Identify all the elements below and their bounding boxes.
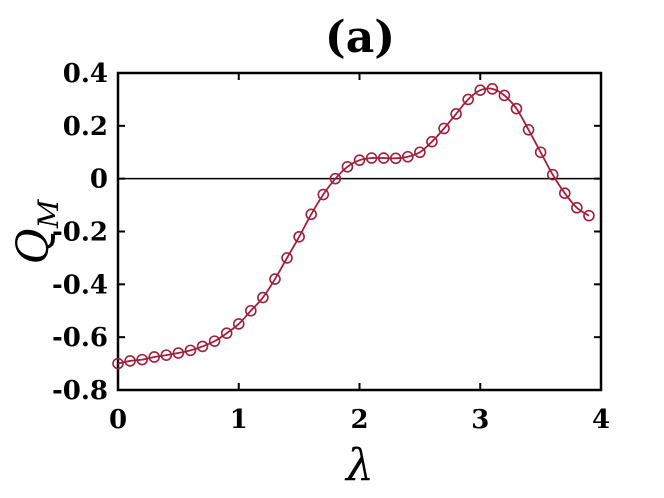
- x-tick-label: 2: [350, 405, 368, 435]
- x-axis-ticks: 0 1 2 3 4: [109, 73, 610, 435]
- data-point: [462, 93, 474, 106]
- data-point: [486, 83, 499, 95]
- data-point: [558, 187, 571, 199]
- data-point: [124, 355, 136, 367]
- data-point: [293, 230, 305, 243]
- data-point: [510, 102, 523, 115]
- data-point: [257, 291, 269, 304]
- data-point: [305, 208, 318, 221]
- data-point: [208, 335, 221, 347]
- chart-title: (a): [325, 12, 395, 63]
- plot-frame: [116, 71, 603, 392]
- data-point: [269, 273, 281, 285]
- data-point: [426, 135, 438, 148]
- data-point: [172, 347, 185, 359]
- x-tick-label: 0: [109, 405, 127, 435]
- x-tick-label: 4: [592, 405, 610, 435]
- data-point: [136, 353, 148, 366]
- y-axis-label: QM: [8, 198, 65, 264]
- data-point: [474, 84, 487, 96]
- data-point: [341, 160, 354, 173]
- data-point: [498, 89, 511, 102]
- x-tick-label: 3: [471, 405, 489, 435]
- data-point: [377, 152, 390, 164]
- y-axis-label-main: Q: [8, 228, 59, 264]
- data-point: [534, 146, 547, 159]
- data-point: [160, 349, 173, 361]
- data-point: [414, 146, 426, 159]
- data-point: [184, 344, 197, 357]
- data-point: [196, 340, 209, 353]
- data-point: [583, 209, 595, 222]
- y-tick-label: 0.4: [63, 59, 108, 89]
- data-point: [329, 172, 342, 185]
- y-tick-label: 0: [90, 165, 108, 195]
- x-tick-label: 1: [230, 405, 248, 435]
- y-axis-ticks: -0.8 -0.6 -0.4 -0.2 0 0.2 0.4: [52, 59, 601, 406]
- y-tick-label: -0.2: [52, 218, 108, 248]
- y-tick-label: -0.8: [52, 376, 108, 406]
- data-point: [232, 318, 245, 330]
- data-point: [438, 122, 450, 135]
- y-tick-label: 0.2: [63, 112, 108, 142]
- x-axis-label: λ: [344, 440, 374, 491]
- data-point: [571, 201, 583, 214]
- data-point: [546, 168, 559, 181]
- data-point: [450, 108, 462, 120]
- y-tick-label: -0.4: [52, 270, 108, 300]
- data-point: [401, 150, 414, 163]
- data-point: [245, 304, 257, 317]
- data-point: [389, 152, 402, 165]
- data-point: [220, 327, 233, 340]
- data-point: [522, 123, 535, 136]
- data-point: [365, 152, 378, 164]
- y-axis-label-subscript: M: [32, 198, 65, 229]
- data-point: [112, 357, 124, 370]
- data-point: [281, 252, 293, 264]
- series-line: [117, 87, 590, 365]
- y-tick-label: -0.6: [52, 323, 108, 353]
- data-point: [317, 188, 330, 201]
- data-point: [148, 351, 161, 363]
- svg-text:QM: QM: [8, 198, 65, 264]
- series-points: [112, 83, 595, 370]
- data-point: [353, 154, 366, 166]
